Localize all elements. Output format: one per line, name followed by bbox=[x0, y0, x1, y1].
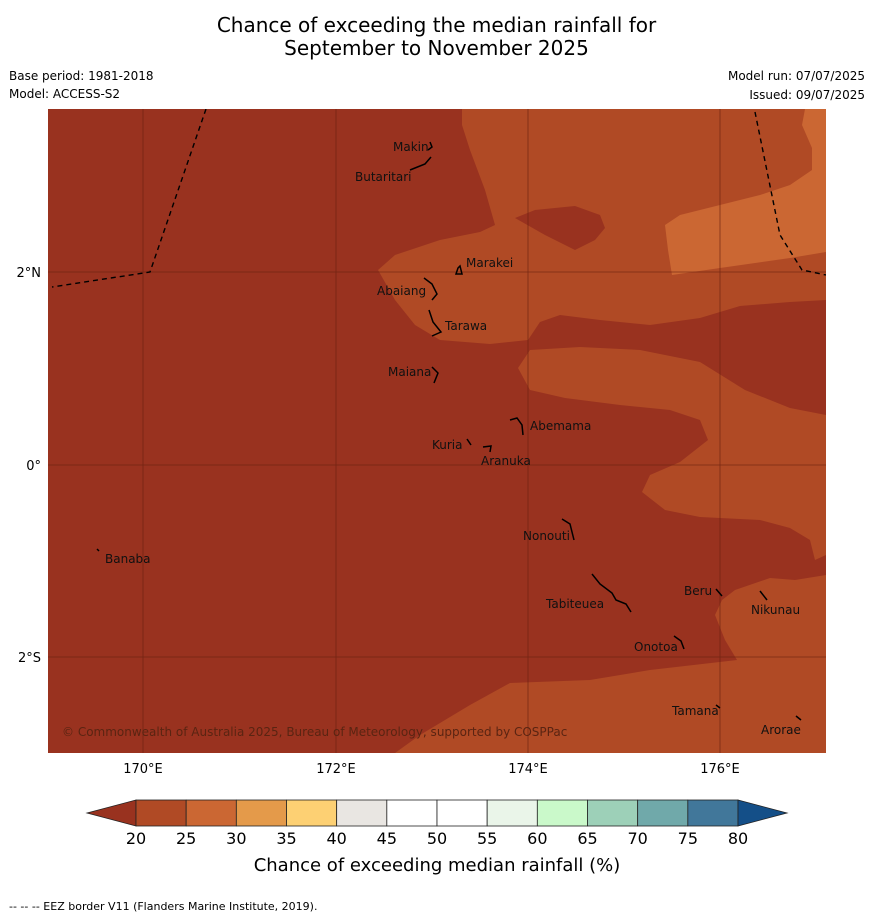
colorbar-over-arrow bbox=[737, 799, 789, 827]
map-title-line1: Chance of exceeding the median rainfall … bbox=[216, 13, 657, 37]
island-label-tamana: Tamana bbox=[671, 704, 719, 718]
model-run-date: Model run: 07/07/2025 bbox=[727, 69, 865, 83]
island-label-tabiteuea: Tabiteuea bbox=[545, 597, 604, 611]
island-label-arorae: Arorae bbox=[761, 723, 801, 737]
base-period: Base period: 1981-2018 bbox=[9, 69, 154, 83]
colorbar-bin-50-55 bbox=[436, 799, 488, 827]
lat-label-equator: 0° bbox=[26, 459, 41, 474]
colorbar-bin-40-45 bbox=[336, 799, 388, 827]
colorbar: 20 25 30 35 40 45 50 55 60 65 70 75 80 Chance of exc… bbox=[85, 799, 789, 876]
colorbar-bin-65-70 bbox=[587, 799, 639, 827]
colorbar-tick-75: 75 bbox=[678, 829, 698, 848]
colorbar-bin-30-35 bbox=[235, 799, 287, 827]
region-20-25-south bbox=[395, 575, 826, 753]
model-name: Model: ACCESS-S2 bbox=[9, 87, 121, 101]
colorbar-bin-55-60 bbox=[486, 799, 538, 827]
axis-labels: 2°N 0° 2°S 170°E 172°E 174°E 176°E bbox=[17, 266, 740, 777]
lon-label-174e: 174°E bbox=[508, 762, 548, 777]
island-label-banaba: Banaba bbox=[105, 552, 151, 566]
colorbar-bin-25-30 bbox=[185, 799, 237, 827]
eez-borders bbox=[51, 109, 826, 288]
issued-date: Issued: 09/07/2025 bbox=[749, 88, 865, 102]
colorbar-tick-40: 40 bbox=[326, 829, 346, 848]
map-plot-area: Makin Butaritari Marakei Abaiang Tarawa … bbox=[48, 109, 826, 753]
colorbar-tick-80: 80 bbox=[728, 829, 748, 848]
island-label-maiana: Maiana bbox=[388, 365, 431, 379]
colorbar-tick-55: 55 bbox=[477, 829, 497, 848]
island-label-abaiang: Abaiang bbox=[377, 284, 426, 298]
lon-label-176e: 176°E bbox=[700, 762, 740, 777]
colorbar-tick-65: 65 bbox=[577, 829, 597, 848]
island-label-beru: Beru bbox=[684, 584, 712, 598]
island-label-onotoa: Onotoa bbox=[634, 640, 678, 654]
island-outlines bbox=[96, 141, 802, 721]
island-label-butaritari: Butaritari bbox=[355, 170, 412, 184]
colorbar-tick-60: 60 bbox=[527, 829, 547, 848]
colorbar-tick-25: 25 bbox=[176, 829, 196, 848]
colorbar-tick-50: 50 bbox=[427, 829, 447, 848]
island-label-abemama: Abemama bbox=[530, 419, 591, 433]
colorbar-bin-45-50 bbox=[386, 799, 438, 827]
colorbar-bin-70-75 bbox=[637, 799, 689, 827]
lon-label-170e: 170°E bbox=[123, 762, 163, 777]
colorbar-bin-75-80 bbox=[687, 799, 739, 827]
colorbar-tick-30: 30 bbox=[226, 829, 246, 848]
map-title-line2: September to November 2025 bbox=[284, 36, 589, 60]
colorbar-tick-35: 35 bbox=[276, 829, 296, 848]
colorbar-tick-70: 70 bbox=[627, 829, 647, 848]
colorbar-bin-20-25 bbox=[135, 799, 187, 827]
map-gridlines bbox=[48, 109, 826, 753]
colorbar-tick-45: 45 bbox=[377, 829, 397, 848]
island-labels: Makin Butaritari Marakei Abaiang Tarawa … bbox=[105, 140, 801, 737]
region-below-20-pocket bbox=[515, 206, 605, 250]
colorbar-label: Chance of exceeding median rainfall (%) bbox=[254, 855, 621, 876]
colorbar-bin-60-65 bbox=[536, 799, 588, 827]
colorbar-bin-35-40 bbox=[286, 799, 338, 827]
island-label-marakei: Marakei bbox=[466, 256, 513, 270]
lon-label-172e: 172°E bbox=[316, 762, 356, 777]
lat-label-2n: 2°N bbox=[17, 266, 42, 281]
island-label-kuria: Kuria bbox=[432, 438, 463, 452]
island-label-makin: Makin bbox=[393, 140, 429, 154]
island-label-nikunau: Nikunau bbox=[751, 603, 800, 617]
eez-legend-note: -- -- -- EEZ border V11 (Flanders Marine… bbox=[9, 900, 318, 913]
colorbar-tick-20: 20 bbox=[126, 829, 146, 848]
region-20-25-east bbox=[518, 347, 826, 560]
region-25-30-north bbox=[665, 109, 826, 275]
island-label-nonouti: Nonouti bbox=[523, 529, 570, 543]
island-label-aranuka: Aranuka bbox=[481, 454, 531, 468]
rainfall-map: Makin Butaritari Marakei Abaiang Tarawa … bbox=[17, 109, 826, 876]
island-label-tarawa: Tarawa bbox=[444, 319, 487, 333]
copyright-notice: © Commonwealth of Australia 2025, Bureau… bbox=[62, 725, 567, 739]
lat-label-2s: 2°S bbox=[18, 651, 41, 666]
colorbar-under-arrow bbox=[85, 799, 137, 827]
